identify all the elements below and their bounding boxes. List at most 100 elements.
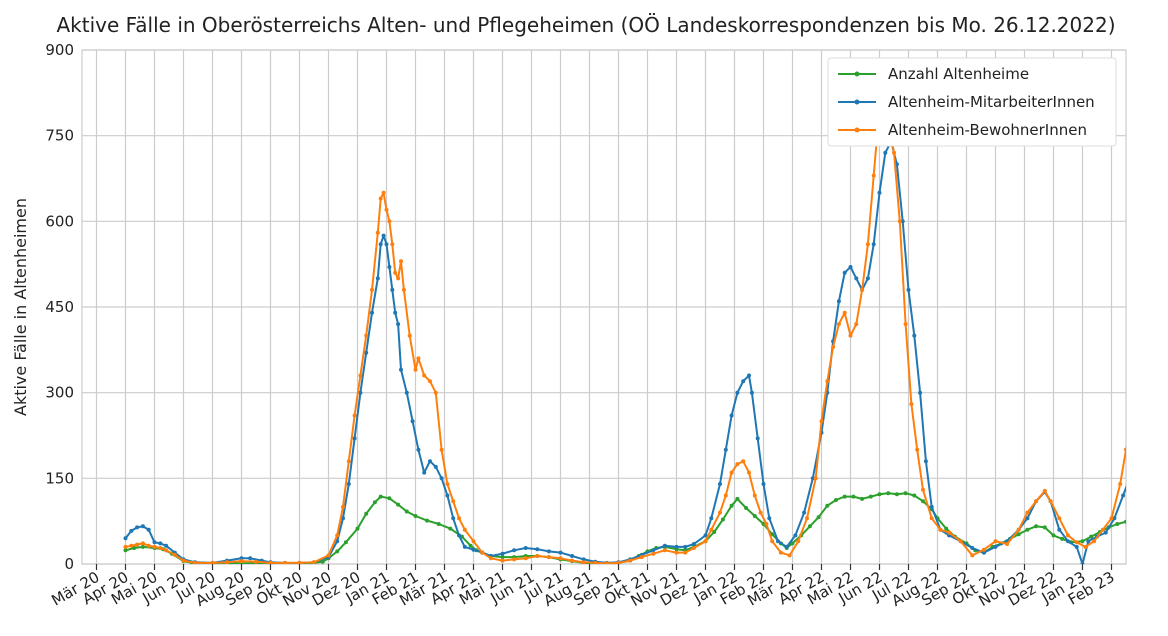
y-tick-label: 750 xyxy=(45,127,74,145)
y-axis-ticks: 0 150 300 450 600 750 900 xyxy=(45,41,74,573)
data-point xyxy=(674,550,679,555)
data-point xyxy=(848,265,853,269)
data-point xyxy=(825,503,830,508)
data-point xyxy=(416,356,421,361)
data-point xyxy=(152,540,157,545)
data-point xyxy=(683,544,688,549)
data-point xyxy=(764,522,769,526)
data-point xyxy=(370,287,374,292)
data-point xyxy=(604,561,609,564)
data-point xyxy=(900,219,905,224)
data-point xyxy=(790,541,795,546)
data-point xyxy=(761,522,766,526)
data-point xyxy=(761,482,766,486)
data-point xyxy=(254,559,258,564)
data-point xyxy=(378,494,383,499)
data-point xyxy=(193,560,198,564)
data-point xyxy=(358,373,363,378)
data-point xyxy=(703,539,708,544)
data-point xyxy=(393,310,398,315)
data-point xyxy=(807,524,812,529)
data-point xyxy=(1124,447,1126,452)
data-point xyxy=(384,207,389,212)
data-point xyxy=(784,544,789,549)
data-point xyxy=(399,367,403,372)
data-point xyxy=(132,546,137,550)
data-point xyxy=(393,270,398,275)
data-point xyxy=(747,373,751,378)
data-point xyxy=(1048,499,1053,504)
data-point xyxy=(921,487,925,492)
data-point xyxy=(343,540,348,545)
data-point xyxy=(836,322,841,327)
data-point xyxy=(816,515,821,520)
data-point xyxy=(468,543,473,548)
data-point xyxy=(172,552,177,557)
data-point xyxy=(865,276,870,281)
data-point xyxy=(152,544,157,549)
data-point xyxy=(662,543,667,548)
legend-marker xyxy=(854,99,860,105)
data-point xyxy=(958,539,963,544)
data-point xyxy=(1005,542,1010,546)
data-point xyxy=(341,516,345,521)
data-point xyxy=(868,494,873,499)
data-point xyxy=(1016,527,1021,532)
data-point xyxy=(381,190,386,195)
data-point xyxy=(123,536,128,541)
data-point xyxy=(390,242,395,247)
chart-title: Aktive Fälle in Oberösterreichs Alten- u… xyxy=(56,13,1115,37)
y-tick-label: 450 xyxy=(45,298,74,316)
data-point xyxy=(831,345,836,349)
data-point xyxy=(140,541,145,546)
data-point xyxy=(413,514,418,518)
data-point xyxy=(225,560,229,564)
data-point xyxy=(164,548,169,553)
data-point xyxy=(436,522,441,526)
data-point xyxy=(297,560,302,564)
data-point xyxy=(912,493,917,498)
data-point xyxy=(390,287,395,292)
data-point xyxy=(1057,516,1062,521)
data-point xyxy=(912,333,917,338)
data-point xyxy=(813,476,818,481)
data-point xyxy=(767,516,772,521)
data-point xyxy=(239,559,244,564)
legend-label: Anzahl Altenheime xyxy=(888,65,1029,83)
data-point xyxy=(929,516,934,521)
data-point xyxy=(135,525,140,530)
data-point xyxy=(993,539,998,544)
data-point xyxy=(718,482,722,486)
data-point xyxy=(283,560,287,564)
data-point xyxy=(770,539,775,544)
data-point xyxy=(335,533,340,538)
data-point xyxy=(871,173,876,178)
data-point xyxy=(1034,524,1039,529)
data-point xyxy=(805,516,809,521)
data-point xyxy=(1092,539,1097,544)
data-point xyxy=(825,379,830,384)
data-point xyxy=(993,544,998,549)
data-point xyxy=(523,546,528,550)
y-axis-label: Aktive Fälle in Altenheimen xyxy=(11,198,30,416)
data-point xyxy=(512,557,517,562)
data-point xyxy=(836,299,841,304)
data-point xyxy=(123,548,128,553)
data-point xyxy=(239,556,244,561)
data-point xyxy=(793,533,798,538)
data-point xyxy=(877,190,882,195)
data-point xyxy=(1080,539,1085,544)
series-group xyxy=(123,73,1126,564)
data-point xyxy=(1066,533,1070,538)
data-point xyxy=(488,556,493,561)
data-point xyxy=(346,459,351,464)
data-point xyxy=(471,539,476,544)
data-point xyxy=(1109,516,1114,521)
data-point xyxy=(877,492,882,497)
data-point xyxy=(581,557,586,562)
data-point xyxy=(146,527,151,532)
data-point xyxy=(921,499,925,504)
data-point xyxy=(451,499,456,504)
data-point xyxy=(903,491,908,496)
data-point xyxy=(883,150,888,155)
